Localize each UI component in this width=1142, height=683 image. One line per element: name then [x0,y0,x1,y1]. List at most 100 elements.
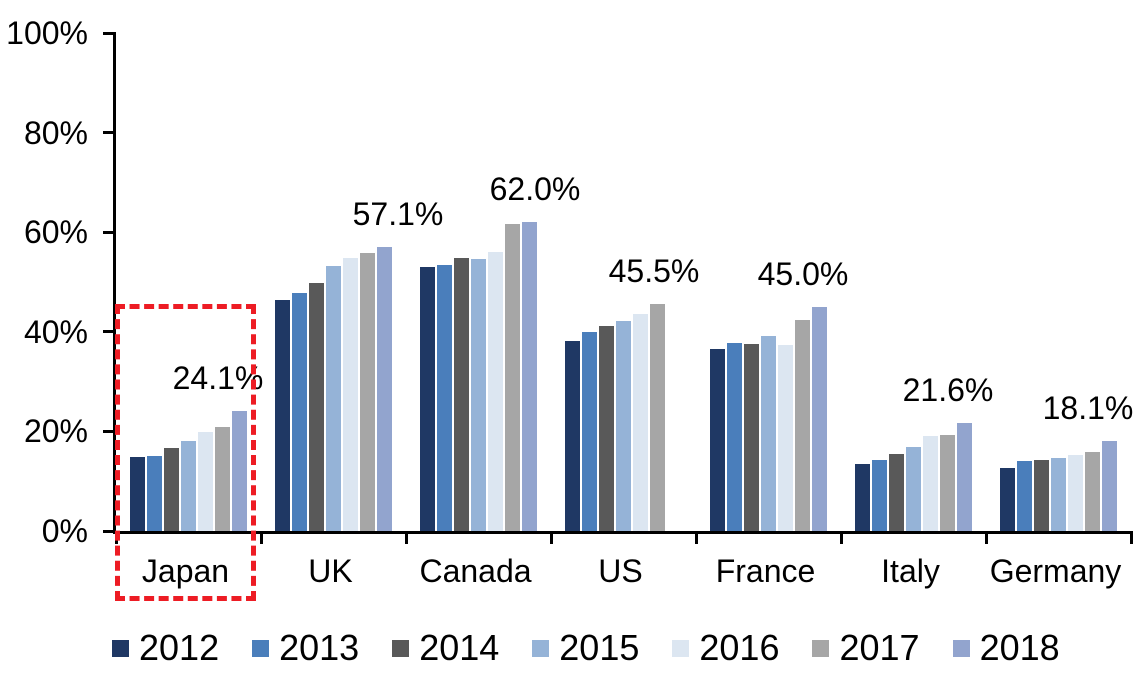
category-label-us: US [598,553,643,589]
x-axis-tick [984,531,988,544]
bar-germany-2014 [1034,459,1049,531]
data-label-france: 45.0% [757,255,849,292]
bar-group-canada: 62.0% [406,33,580,531]
legend-item-2012: 2012 [112,624,219,672]
bar-italy-2016 [923,436,938,531]
bar-france-2013 [727,343,742,531]
bars-germany [986,33,1131,531]
bar-us-2016 [633,314,648,531]
bar-group-italy: 21.6% [841,33,993,531]
bar-italy-2018 [957,423,972,531]
bar-germany-2013 [1017,460,1032,531]
bar-germany-2015 [1051,458,1066,531]
data-label-uk: 57.1% [352,195,444,232]
bars-us [551,33,696,531]
legend-label: 2017 [839,627,920,668]
legend-item-2015: 2015 [532,624,639,672]
x-axis-tick [549,531,553,544]
bar-france-2014 [744,343,759,531]
y-axis-tick [103,429,116,433]
category-label-uk: UK [308,553,353,589]
bar-germany-2017 [1085,452,1100,531]
bar-us-2017 [650,304,665,531]
legend-swatch-2017 [812,639,830,657]
plot-area: 24.1% 57.1% 62.0% 45.5% 45.0% 21.6% 18.1% [103,31,1134,544]
y-axis-label: 0% [41,513,88,549]
bar-france-2017 [795,320,810,531]
bar-group-uk: 57.1% [261,33,443,531]
bar-japan-2013 [147,456,162,531]
legend-swatch-2018 [952,639,970,657]
y-axis-tick [103,230,116,234]
bar-france-2018 [812,306,827,531]
bar-germany-2018 [1102,440,1117,531]
bar-france-2015 [761,335,776,531]
y-axis-tick [103,330,116,334]
bar-italy-2012 [855,464,870,531]
legend: 2012 2013 2014 2015 2016 2017 2018 [112,624,1060,672]
bar-italy-2017 [940,435,955,531]
x-axis-tick [1129,531,1133,544]
bars-uk [261,33,406,531]
bar-japan-2017 [215,426,230,531]
legend-label: 2015 [559,627,640,668]
bar-germany-2016 [1068,455,1083,531]
data-label-italy: 21.6% [902,372,994,409]
bar-canada-2016 [488,252,503,531]
bar-us-2012 [565,340,580,531]
legend-swatch-2016 [672,639,690,657]
legend-swatch-2012 [112,639,129,657]
y-axis-tick [103,131,116,135]
x-axis-tick [259,531,263,544]
bar-uk-2013 [292,292,307,531]
bar-canada-2018 [522,222,537,531]
bar-canada-2012 [420,267,435,531]
legend-label: 2014 [419,627,500,668]
data-label-japan: 24.1% [172,359,264,396]
legend-label: 2012 [139,627,220,668]
bar-canada-2015 [471,259,486,531]
legend-item-2018: 2018 [952,624,1060,672]
data-label-us: 45.5% [608,253,700,290]
data-label-canada: 62.0% [489,171,581,208]
legend-item-2014: 2014 [392,624,499,672]
bar-uk-2016 [343,258,358,531]
bar-us-2013 [582,331,597,531]
bar-france-2016 [778,345,793,531]
y-axis-label: 60% [23,214,88,251]
bar-uk-2014 [309,282,324,531]
bar-japan-2012 [130,456,145,531]
legend-swatch-2013 [252,639,270,657]
bar-italy-2013 [872,460,887,531]
bar-uk-2012 [275,299,290,531]
category-label-italy: Italy [881,553,940,589]
bar-italy-2014 [889,454,904,531]
x-axis-tick [839,531,843,544]
data-label-germany: 18.1% [1042,389,1134,426]
bar-japan-2016 [198,431,213,531]
category-label-germany: Germany [989,553,1122,589]
y-axis-label: 80% [23,114,88,151]
bar-uk-2018 [377,246,392,531]
bar-us-2015 [616,320,631,531]
y-axis-label: 40% [23,313,88,350]
y-axis-label: 20% [23,413,88,450]
bar-germany-2012 [1000,468,1015,531]
x-axis-tick [694,531,698,544]
legend-item-2017: 2017 [812,624,920,672]
bar-japan-2015 [181,441,196,531]
bar-group-france: 45.0% [696,33,848,531]
bar-group-germany: 18.1% [986,33,1134,531]
bar-canada-2013 [437,265,452,531]
legend-item-2013: 2013 [252,624,359,672]
legend-item-2016: 2016 [672,624,779,672]
legend-swatch-2015 [532,639,550,657]
bar-canada-2014 [454,257,469,531]
bar-uk-2017 [360,253,375,531]
bars-italy [841,33,986,531]
bar-japan-2014 [164,448,179,531]
y-axis-label: 100% [6,15,88,51]
bar-group-japan: 24.1% [116,33,264,531]
bar-uk-2015 [326,266,341,531]
